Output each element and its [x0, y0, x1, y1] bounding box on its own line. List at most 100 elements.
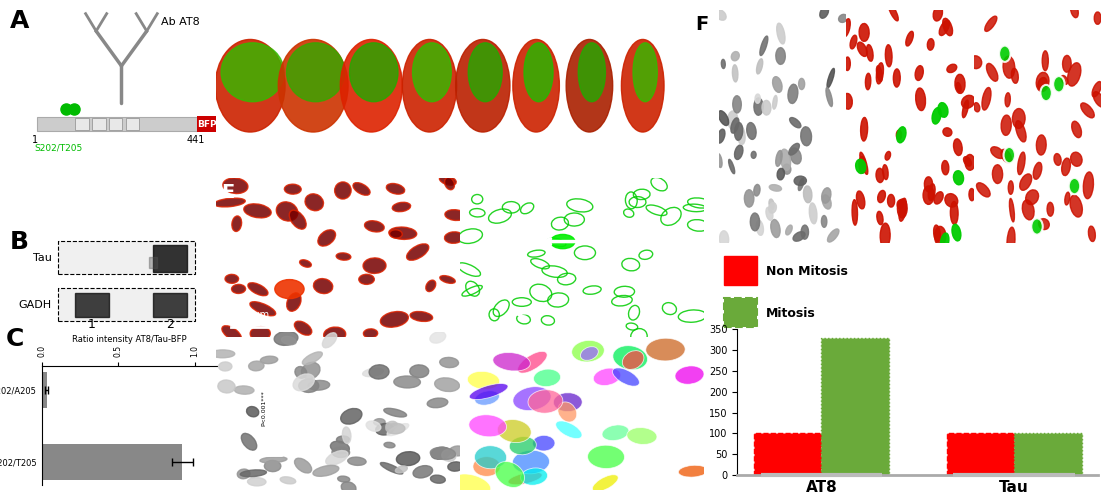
Ellipse shape — [439, 175, 456, 185]
Ellipse shape — [731, 51, 740, 61]
Ellipse shape — [733, 96, 741, 113]
Ellipse shape — [876, 168, 884, 183]
Text: B: B — [10, 230, 29, 254]
Ellipse shape — [445, 210, 466, 220]
Ellipse shape — [302, 362, 321, 379]
Ellipse shape — [1071, 121, 1081, 138]
Ellipse shape — [760, 36, 767, 55]
Ellipse shape — [751, 213, 760, 231]
Ellipse shape — [721, 59, 725, 68]
Ellipse shape — [1026, 190, 1038, 204]
Ellipse shape — [366, 421, 380, 431]
Ellipse shape — [260, 457, 287, 463]
Ellipse shape — [1054, 76, 1065, 93]
Ellipse shape — [348, 457, 366, 465]
Ellipse shape — [403, 40, 457, 132]
Text: S202/T205: S202/T205 — [34, 143, 82, 152]
Ellipse shape — [440, 276, 456, 283]
Ellipse shape — [282, 337, 296, 345]
Ellipse shape — [532, 435, 554, 451]
Ellipse shape — [299, 260, 312, 267]
Ellipse shape — [593, 368, 621, 386]
Ellipse shape — [441, 449, 456, 461]
Ellipse shape — [776, 48, 785, 64]
Ellipse shape — [214, 198, 245, 207]
Ellipse shape — [826, 88, 833, 106]
Ellipse shape — [744, 190, 754, 207]
Ellipse shape — [509, 437, 537, 455]
Ellipse shape — [520, 468, 548, 485]
Ellipse shape — [475, 391, 499, 405]
Ellipse shape — [410, 311, 433, 321]
Ellipse shape — [1016, 121, 1026, 142]
Ellipse shape — [881, 223, 891, 248]
Ellipse shape — [578, 43, 606, 101]
Ellipse shape — [387, 424, 409, 436]
Ellipse shape — [389, 230, 403, 238]
Ellipse shape — [621, 40, 664, 132]
Ellipse shape — [942, 160, 949, 175]
Ellipse shape — [439, 357, 458, 368]
Ellipse shape — [1013, 108, 1025, 128]
Ellipse shape — [430, 447, 456, 459]
Ellipse shape — [337, 476, 349, 482]
Ellipse shape — [906, 31, 914, 46]
Ellipse shape — [947, 64, 957, 73]
Ellipse shape — [550, 235, 574, 248]
Ellipse shape — [728, 111, 737, 129]
Ellipse shape — [349, 43, 398, 101]
Ellipse shape — [1095, 12, 1101, 24]
Ellipse shape — [923, 186, 934, 204]
Ellipse shape — [877, 191, 885, 202]
Ellipse shape — [225, 274, 238, 283]
Ellipse shape — [766, 207, 773, 220]
Ellipse shape — [251, 327, 271, 341]
Ellipse shape — [775, 150, 782, 166]
Ellipse shape — [384, 443, 395, 448]
FancyBboxPatch shape — [58, 288, 195, 321]
Ellipse shape — [430, 332, 446, 343]
Ellipse shape — [567, 40, 612, 132]
Ellipse shape — [843, 94, 853, 109]
Ellipse shape — [954, 171, 964, 185]
Ellipse shape — [374, 419, 385, 426]
Ellipse shape — [771, 219, 780, 238]
Ellipse shape — [389, 227, 417, 240]
Ellipse shape — [843, 19, 851, 37]
Ellipse shape — [801, 127, 812, 146]
Ellipse shape — [340, 40, 403, 132]
Ellipse shape — [627, 428, 657, 445]
Ellipse shape — [952, 224, 960, 241]
Ellipse shape — [380, 311, 408, 327]
Ellipse shape — [613, 346, 648, 370]
Text: 100μm: 100μm — [236, 309, 269, 320]
Ellipse shape — [1070, 3, 1078, 18]
Ellipse shape — [305, 194, 324, 211]
Text: Non Mitosis: Non Mitosis — [766, 264, 847, 278]
Ellipse shape — [1007, 227, 1015, 255]
Ellipse shape — [448, 462, 462, 471]
Ellipse shape — [877, 211, 883, 225]
Ellipse shape — [897, 127, 906, 143]
Bar — [822, 338, 888, 475]
Ellipse shape — [794, 176, 806, 186]
Ellipse shape — [445, 177, 455, 190]
Ellipse shape — [851, 35, 857, 49]
Bar — [42, 444, 182, 480]
Ellipse shape — [287, 293, 301, 311]
Ellipse shape — [969, 189, 975, 201]
Ellipse shape — [719, 111, 729, 126]
Ellipse shape — [896, 130, 902, 140]
Ellipse shape — [1068, 63, 1081, 86]
Ellipse shape — [518, 351, 547, 373]
Ellipse shape — [430, 475, 446, 483]
Ellipse shape — [897, 199, 907, 218]
Ellipse shape — [822, 188, 831, 203]
Bar — [754, 434, 822, 475]
Ellipse shape — [915, 66, 924, 81]
Ellipse shape — [359, 274, 375, 285]
Ellipse shape — [720, 231, 729, 248]
Ellipse shape — [999, 46, 1010, 62]
Ellipse shape — [592, 475, 618, 492]
Bar — [92, 118, 105, 130]
